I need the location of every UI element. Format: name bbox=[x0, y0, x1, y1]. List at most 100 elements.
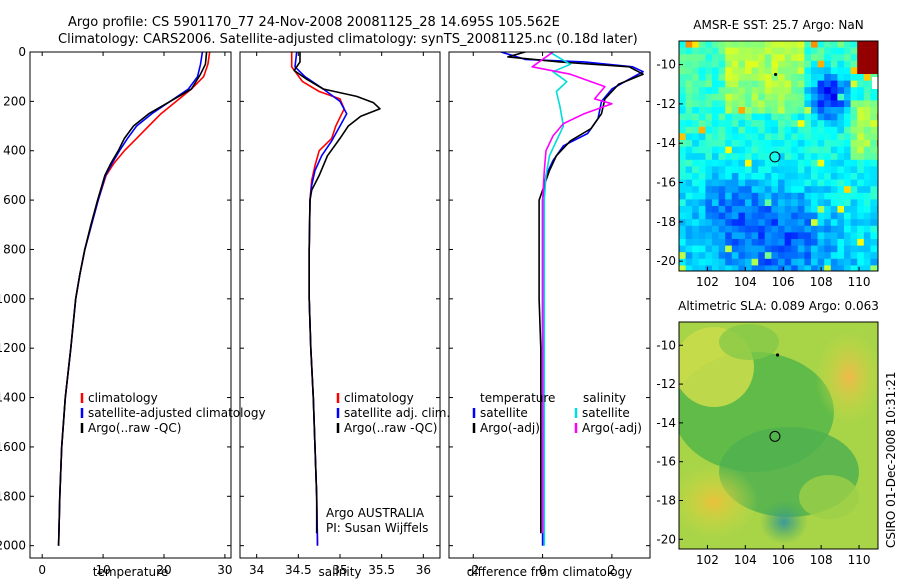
panel-temperature: 0 10 20 30 0 200 400 600 800 1000 1200 1400 1600 1800… bbox=[0, 45, 233, 579]
x-tick-label: 110 bbox=[848, 275, 871, 289]
legend-item-0-label: climatology bbox=[344, 391, 414, 405]
sla-mid-3 bbox=[719, 324, 779, 360]
sla-high-1 bbox=[815, 329, 878, 425]
x-tick-label: 20 bbox=[156, 563, 171, 577]
sla-mid-2 bbox=[799, 475, 859, 519]
previous-position-marker bbox=[775, 353, 780, 357]
y-tick-label: 1200 bbox=[0, 341, 26, 355]
map-frame bbox=[678, 321, 879, 550]
y-tick-label: -20 bbox=[656, 532, 676, 546]
y-tick-label: -10 bbox=[656, 58, 676, 72]
figure-title-line1: Argo profile: CS 5901170_77 24-Nov-2008 … bbox=[68, 15, 560, 30]
x-tick-label: 106 bbox=[772, 553, 795, 567]
y-tick-label: -12 bbox=[656, 377, 676, 391]
x-tick-label: 108 bbox=[810, 553, 833, 567]
x-tick-label: 10 bbox=[95, 563, 110, 577]
y-tick-label: -14 bbox=[656, 136, 676, 150]
y-tick-label: 2000 bbox=[0, 539, 26, 553]
series-line-0 bbox=[500, 52, 644, 546]
x-tick-label: 104 bbox=[734, 553, 757, 567]
y-tick-label: -18 bbox=[656, 215, 676, 229]
x-tick-label: 102 bbox=[696, 275, 719, 289]
series-line-3 bbox=[531, 52, 613, 534]
y-tick-label: -18 bbox=[656, 493, 676, 507]
panel-sst-map: 102 104 106 108 110 -10 -12 -14 -16 -18 -20 AMSR-E … bbox=[656, 18, 879, 289]
previous-position-marker bbox=[774, 72, 778, 77]
y-tick-label: 600 bbox=[3, 193, 26, 207]
y-tick-label: -20 bbox=[656, 254, 676, 268]
y-tick-label: -16 bbox=[656, 176, 676, 190]
x-tick-label: 0 bbox=[539, 563, 547, 577]
x-tick-label: -2 bbox=[467, 563, 479, 577]
map-field bbox=[679, 41, 878, 271]
x-tick-label: 110 bbox=[848, 553, 871, 567]
argo-position-marker bbox=[769, 151, 781, 163]
land-patch bbox=[872, 77, 878, 89]
y-tick-label: -12 bbox=[656, 97, 676, 111]
x-tick-label: 106 bbox=[772, 275, 795, 289]
series-line-2 bbox=[57, 52, 208, 546]
y-tick-label: 800 bbox=[3, 242, 26, 256]
legend-group2-title: salinity bbox=[583, 391, 626, 405]
figure-title-line2: Climatology: CARS2006. Satellite-adjuste… bbox=[58, 32, 638, 47]
legend-g2-item-1-label: Argo(-adj) bbox=[582, 421, 642, 435]
panel-salinity: 34 34.5 35 35.5 36 salinity bbox=[239, 51, 441, 579]
y-tick-label: 400 bbox=[3, 144, 26, 158]
x-tick-label: 34 bbox=[249, 563, 264, 577]
legend-difference: temperaturesatelliteArgo(-adj)salinitysa… bbox=[472, 391, 642, 435]
x-tick-label: 102 bbox=[696, 553, 719, 567]
panel-sla-map: 102 104 106 108 110 -10 -12 -14 -16 -18 -20 Altimet… bbox=[656, 299, 879, 567]
series-group bbox=[57, 52, 211, 546]
x-tick-label: 36 bbox=[416, 563, 431, 577]
x-axis-label: salinity bbox=[318, 565, 361, 579]
side-timestamp: CSIRO 01-Dec-2008 10:31:21 bbox=[884, 371, 898, 548]
legend-g1-item-1-label: Argo(-adj) bbox=[480, 421, 540, 435]
series-line-1 bbox=[294, 52, 348, 546]
x-axis-label: difference from climatology bbox=[467, 565, 633, 579]
legend-item-0-label: climatology bbox=[88, 391, 158, 405]
y-tick-label: 0 bbox=[18, 45, 26, 59]
legend-group1-title: temperature bbox=[480, 391, 555, 405]
map-title: AMSR-E SST: 25.7 Argo: NaN bbox=[693, 18, 863, 32]
series-group bbox=[290, 52, 381, 546]
y-tick-label: 1800 bbox=[0, 489, 26, 503]
x-axis-label: temperature bbox=[93, 565, 168, 579]
series-line-0 bbox=[290, 52, 346, 546]
x-tick-label: 30 bbox=[217, 563, 232, 577]
legend-item-2-label: Argo(..raw -QC) bbox=[344, 421, 437, 435]
x-tick-label: 35 bbox=[332, 563, 347, 577]
y-tick-label: -14 bbox=[656, 416, 676, 430]
y-tick-label: 1600 bbox=[0, 440, 26, 454]
y-tick-label: -16 bbox=[656, 455, 676, 469]
axes-frame bbox=[29, 51, 232, 559]
y-tick-label: 1400 bbox=[0, 391, 26, 405]
x-tick-label: 34.5 bbox=[285, 563, 312, 577]
axes-frame bbox=[448, 51, 651, 559]
map-field bbox=[679, 322, 878, 549]
x-tick-label: 0 bbox=[38, 563, 46, 577]
sla-teal-1 bbox=[760, 500, 808, 544]
legend-g2-item-0-label: satellite bbox=[582, 406, 630, 420]
series-line-1 bbox=[57, 52, 204, 546]
x-tick-label: 2 bbox=[608, 563, 616, 577]
argo-position-marker bbox=[769, 430, 781, 442]
legend-item-2-label: Argo(..raw -QC) bbox=[88, 421, 181, 435]
axes-frame bbox=[239, 51, 441, 559]
x-tick-label: 104 bbox=[734, 275, 757, 289]
map-title: Altimetric SLA: 0.089 Argo: 0.063 bbox=[678, 299, 879, 313]
series-line-2 bbox=[543, 52, 572, 546]
series-group bbox=[500, 52, 644, 546]
map-frame bbox=[678, 40, 879, 272]
sla-high-2 bbox=[679, 464, 759, 540]
y-tick-label: -10 bbox=[656, 338, 676, 352]
legend-item-1-label: satellite adj. clim. bbox=[344, 406, 450, 420]
legend-g1-item-0-label: satellite bbox=[480, 406, 528, 420]
legend-item-1-label: satellite-adjusted climatology bbox=[88, 406, 266, 420]
annotation-line1: Argo AUSTRALIA bbox=[326, 506, 425, 520]
series-line-1 bbox=[507, 52, 644, 534]
y-tick-label: 1000 bbox=[0, 292, 26, 306]
